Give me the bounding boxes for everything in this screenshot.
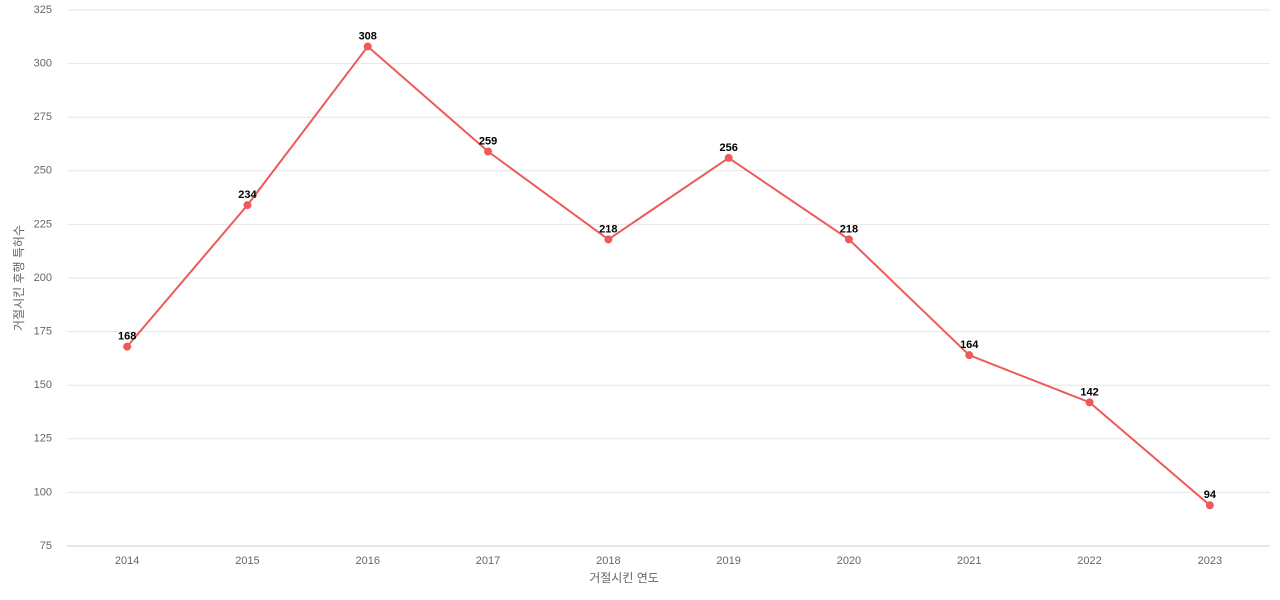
value-label: 259	[479, 135, 497, 147]
point	[243, 201, 252, 210]
point	[363, 42, 372, 51]
value-label: 256	[719, 142, 737, 154]
y-tick-label: 225	[34, 218, 52, 230]
x-tick-label: 2018	[596, 555, 620, 567]
point	[1085, 398, 1094, 407]
y-tick-label: 75	[40, 540, 52, 552]
x-tick-label: 2017	[476, 555, 500, 567]
x-tick-label: 2015	[235, 555, 259, 567]
y-tick-label: 275	[34, 111, 52, 123]
y-tick-label: 250	[34, 165, 52, 177]
y-tick-label: 100	[34, 486, 52, 498]
value-label: 218	[840, 223, 858, 235]
value-label: 308	[359, 30, 377, 42]
point	[1205, 501, 1214, 510]
point	[484, 147, 493, 156]
y-tick-label: 175	[34, 326, 52, 338]
x-tick-label: 2021	[957, 555, 981, 567]
point	[844, 235, 853, 244]
y-tick-label: 325	[34, 4, 52, 16]
x-axis-label: 거절시킨 연도	[589, 571, 659, 585]
line	[126, 44, 1211, 507]
value-label: 164	[960, 339, 979, 351]
y-axis-label: 거절시킨 후행 특허수	[11, 225, 26, 331]
x-tick-label: 2020	[837, 555, 861, 567]
point	[724, 153, 733, 162]
point	[604, 235, 613, 244]
y-tick-label: 150	[34, 379, 52, 391]
value-label: 168	[118, 331, 136, 343]
y-tick-label: 300	[34, 58, 52, 70]
point	[965, 351, 974, 360]
y-tick-label: 125	[34, 433, 52, 445]
x-tick-label: 2016	[356, 555, 380, 567]
value-label: 142	[1080, 386, 1098, 398]
value-label: 94	[1204, 489, 1217, 501]
value-label: 234	[238, 189, 257, 201]
point	[123, 342, 132, 351]
y-tick-label: 200	[34, 272, 52, 284]
value-label: 218	[599, 223, 617, 235]
x-tick-label: 2019	[716, 555, 740, 567]
x-tick-label: 2014	[115, 555, 139, 567]
x-tick-label: 2022	[1077, 555, 1101, 567]
x-tick-label: 2023	[1198, 555, 1222, 567]
